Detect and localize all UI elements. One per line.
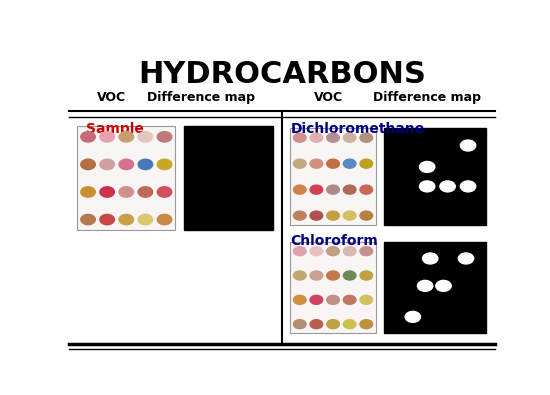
Circle shape: [460, 140, 476, 151]
Circle shape: [294, 320, 306, 329]
Circle shape: [119, 214, 134, 225]
Circle shape: [294, 133, 306, 142]
Circle shape: [360, 133, 372, 142]
Circle shape: [327, 159, 339, 168]
Text: HYDROCARBONS: HYDROCARBONS: [138, 60, 426, 88]
Circle shape: [100, 132, 114, 142]
Text: VOC: VOC: [314, 91, 343, 103]
Circle shape: [100, 187, 114, 197]
Circle shape: [294, 246, 306, 256]
Circle shape: [436, 280, 451, 292]
Circle shape: [294, 159, 306, 168]
Bar: [384, 128, 487, 225]
Circle shape: [157, 132, 172, 142]
Circle shape: [100, 159, 114, 169]
Circle shape: [310, 159, 323, 168]
Circle shape: [417, 280, 433, 292]
Circle shape: [138, 187, 153, 197]
Circle shape: [343, 159, 356, 168]
Circle shape: [119, 132, 134, 142]
Bar: [290, 128, 376, 225]
Circle shape: [310, 185, 323, 194]
Circle shape: [138, 214, 153, 225]
Circle shape: [360, 271, 372, 280]
Circle shape: [310, 271, 323, 280]
Bar: [290, 242, 376, 333]
Circle shape: [458, 253, 474, 264]
Circle shape: [310, 246, 323, 256]
Circle shape: [81, 187, 95, 197]
Circle shape: [420, 181, 435, 192]
Circle shape: [81, 132, 95, 142]
Circle shape: [343, 185, 356, 194]
Bar: [184, 126, 273, 230]
Circle shape: [138, 132, 153, 142]
Circle shape: [327, 271, 339, 280]
Circle shape: [327, 133, 339, 142]
Text: Difference map: Difference map: [147, 91, 255, 103]
Circle shape: [157, 187, 172, 197]
Circle shape: [310, 211, 323, 220]
Bar: [77, 126, 175, 230]
Circle shape: [81, 214, 95, 225]
Text: Dichloromethane: Dichloromethane: [290, 122, 425, 136]
Circle shape: [405, 311, 421, 322]
Circle shape: [460, 181, 476, 192]
Circle shape: [360, 295, 372, 305]
Circle shape: [327, 185, 339, 194]
Circle shape: [420, 162, 435, 172]
Circle shape: [157, 214, 172, 225]
Circle shape: [343, 211, 356, 220]
Circle shape: [343, 295, 356, 305]
Circle shape: [81, 159, 95, 169]
Circle shape: [310, 320, 323, 329]
Circle shape: [119, 159, 134, 169]
Circle shape: [422, 253, 438, 264]
Text: Sample: Sample: [86, 122, 144, 136]
Circle shape: [327, 295, 339, 305]
Circle shape: [327, 211, 339, 220]
Circle shape: [360, 159, 372, 168]
Circle shape: [343, 271, 356, 280]
Circle shape: [327, 320, 339, 329]
Circle shape: [360, 185, 372, 194]
Circle shape: [119, 187, 134, 197]
Circle shape: [310, 133, 323, 142]
Text: VOC: VOC: [97, 91, 126, 103]
Circle shape: [294, 271, 306, 280]
Circle shape: [157, 159, 172, 169]
Circle shape: [294, 295, 306, 305]
Circle shape: [327, 246, 339, 256]
Circle shape: [360, 211, 372, 220]
Circle shape: [343, 133, 356, 142]
Circle shape: [343, 246, 356, 256]
Circle shape: [138, 159, 153, 169]
Circle shape: [310, 295, 323, 305]
Circle shape: [294, 211, 306, 220]
Circle shape: [440, 181, 455, 192]
Circle shape: [343, 320, 356, 329]
Bar: [384, 242, 487, 333]
Text: Difference map: Difference map: [373, 91, 481, 103]
Circle shape: [360, 246, 372, 256]
Circle shape: [360, 320, 372, 329]
Text: Chloroform: Chloroform: [290, 235, 378, 248]
Circle shape: [100, 214, 114, 225]
Circle shape: [294, 185, 306, 194]
